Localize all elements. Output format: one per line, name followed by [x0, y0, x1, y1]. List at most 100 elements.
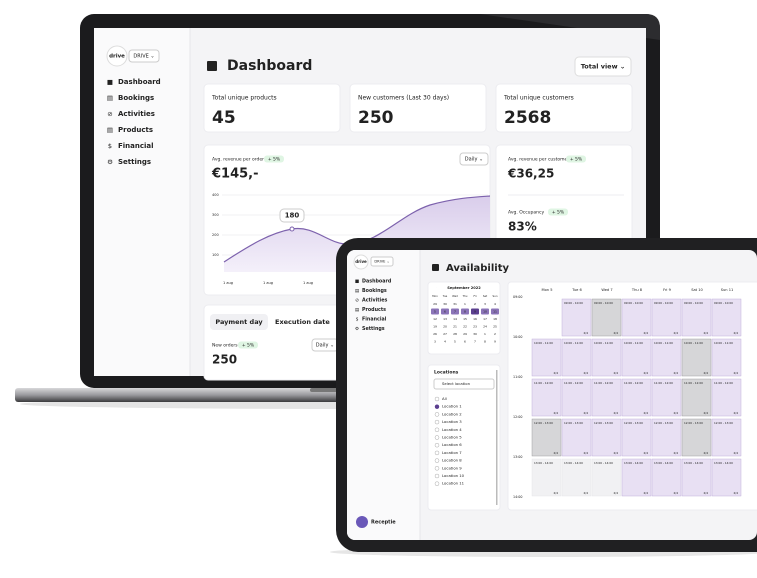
slot[interactable] [561, 378, 592, 417]
slot-capacity[interactable]: 2/4 [613, 491, 618, 495]
slot-time[interactable]: 10:00 - 11:00 [564, 341, 583, 345]
slot-capacity[interactable]: 2/4 [733, 451, 738, 455]
slot-time[interactable]: 10:00 - 11:00 [684, 341, 703, 345]
slot-time[interactable]: 09:00 - 10:00 [594, 301, 613, 305]
location-item[interactable]: Location 7 [442, 450, 462, 455]
slot-time[interactable]: 13:00 - 14:00 [564, 461, 583, 465]
slot[interactable] [681, 458, 712, 497]
location-item[interactable]: Location 3 [442, 419, 462, 424]
slot-time[interactable]: 10:00 - 11:00 [654, 341, 673, 345]
nav-item[interactable]: Settings [362, 326, 385, 332]
nav-item[interactable]: Settings [118, 158, 151, 166]
slot-capacity[interactable]: 2/4 [613, 411, 618, 415]
calendar-day[interactable]: 30 [473, 332, 477, 336]
slot[interactable] [621, 418, 652, 457]
calendar-day[interactable]: 22 [463, 325, 467, 329]
slot[interactable] [591, 338, 622, 377]
slot-capacity[interactable]: 2/4 [583, 331, 588, 335]
calendar-day[interactable]: 12 [433, 317, 437, 321]
calendar-day[interactable]: 17 [483, 317, 487, 321]
slot[interactable] [651, 378, 682, 417]
radio[interactable] [434, 435, 440, 440]
calendar-day[interactable]: 24 [483, 325, 487, 329]
calendar-day[interactable]: 8 [464, 310, 466, 314]
slot-capacity[interactable]: 2/4 [733, 491, 738, 495]
nav-item[interactable]: Dashboard [362, 279, 392, 285]
location-item[interactable]: Location 8 [442, 458, 462, 463]
slot-time[interactable]: 11:00 - 12:00 [594, 381, 613, 385]
slot-capacity[interactable]: 2/4 [643, 411, 648, 415]
slot-capacity[interactable]: 2/4 [553, 451, 558, 455]
radio[interactable] [434, 481, 440, 486]
slot-capacity[interactable]: 2/4 [553, 371, 558, 375]
slot[interactable] [591, 298, 622, 337]
view-button-text[interactable]: Total view ⌄ [581, 63, 626, 71]
nav-item[interactable]: Bookings [118, 94, 154, 102]
tab[interactable]: Execution date [275, 318, 330, 326]
slot[interactable] [591, 418, 622, 457]
calendar-day[interactable]: 5 [454, 340, 456, 344]
slot-time[interactable]: 11:00 - 12:00 [564, 381, 583, 385]
slot[interactable] [681, 338, 712, 377]
slot[interactable] [651, 298, 682, 337]
location-item[interactable]: Location 1 [442, 404, 462, 409]
slot[interactable] [561, 418, 592, 457]
radio[interactable] [434, 450, 440, 456]
calendar-day[interactable]: 4 [494, 302, 496, 306]
slot[interactable] [621, 378, 652, 417]
location-item[interactable]: Location 4 [442, 427, 462, 432]
slot-capacity[interactable]: 2/4 [703, 411, 708, 415]
calendar-day[interactable]: 25 [493, 325, 497, 329]
calendar-day[interactable]: 3 [434, 340, 436, 344]
slot-capacity[interactable]: 2/4 [673, 411, 678, 415]
nav-item[interactable]: Products [362, 307, 386, 313]
slot-time[interactable]: 09:00 - 10:00 [684, 301, 703, 305]
nav-item[interactable]: Bookings [362, 288, 387, 294]
radio[interactable] [434, 404, 440, 409]
location-select[interactable] [433, 378, 495, 390]
slot-capacity[interactable]: 2/4 [703, 451, 708, 455]
slot-capacity[interactable]: 2/4 [673, 371, 678, 375]
calendar-day[interactable]: 29 [463, 332, 467, 336]
calendar-day[interactable]: 26 [433, 332, 437, 336]
slot-time[interactable]: 13:00 - 14:00 [594, 461, 613, 465]
slot[interactable] [681, 378, 712, 417]
slot[interactable] [531, 378, 562, 417]
radio[interactable] [434, 427, 440, 433]
period-text[interactable]: Daily ⌄ [465, 157, 483, 163]
calendar-day[interactable]: 31 [453, 302, 457, 306]
slot[interactable] [561, 338, 592, 377]
calendar-day[interactable]: 16 [473, 317, 477, 321]
slot[interactable] [681, 298, 712, 337]
nav-item[interactable]: Activities [118, 110, 155, 118]
slot-time[interactable]: 12:00 - 13:00 [564, 421, 583, 425]
slot-time[interactable]: 13:00 - 14:00 [714, 461, 733, 465]
slot[interactable] [561, 458, 592, 497]
calendar-day[interactable]: 29 [433, 302, 437, 306]
slot-capacity[interactable]: 2/4 [673, 451, 678, 455]
slot-time[interactable]: 12:00 - 13:00 [624, 421, 643, 425]
slot[interactable] [681, 418, 712, 457]
slot[interactable] [591, 458, 622, 497]
slot[interactable] [711, 298, 742, 337]
workspace-select[interactable] [128, 49, 160, 63]
location-item[interactable]: Location 9 [442, 465, 462, 470]
calendar-day[interactable]: 28 [453, 332, 457, 336]
slot-time[interactable]: 13:00 - 14:00 [534, 461, 553, 465]
calendar-day[interactable]: 3 [484, 302, 486, 306]
radio[interactable] [434, 396, 440, 402]
slot-capacity[interactable]: 2/4 [553, 411, 558, 415]
slot-time[interactable]: 11:00 - 12:00 [714, 381, 733, 385]
calendar-day[interactable]: 7 [454, 310, 456, 314]
slot-time[interactable]: 13:00 - 14:00 [654, 461, 673, 465]
slot-capacity[interactable]: 2/4 [733, 331, 738, 335]
slot-capacity[interactable]: 2/4 [613, 371, 618, 375]
calendar-day[interactable]: 15 [463, 317, 467, 321]
slot-time[interactable]: 11:00 - 12:00 [534, 381, 553, 385]
location-item[interactable]: Location 5 [442, 435, 462, 440]
slot-capacity[interactable]: 2/4 [643, 371, 648, 375]
calendar-day[interactable]: 27 [443, 332, 447, 336]
slot[interactable] [711, 338, 742, 377]
slot-capacity[interactable]: 2/4 [613, 331, 618, 335]
slot-capacity[interactable]: 2/4 [583, 451, 588, 455]
